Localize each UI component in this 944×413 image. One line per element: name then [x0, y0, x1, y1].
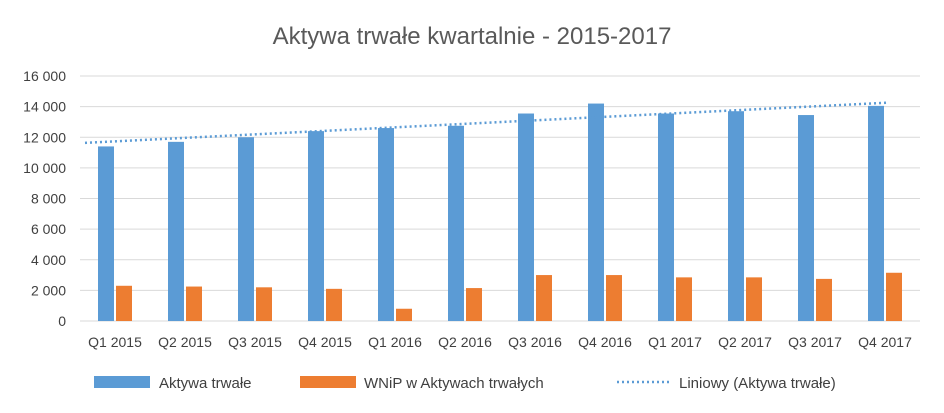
gridlines — [80, 75, 920, 322]
x-tick-label: Q4 2015 — [298, 334, 352, 350]
y-tick-label: 12 000 — [23, 129, 66, 145]
bar-aktywa-trwale — [308, 131, 324, 321]
bar-aktywa-trwale — [448, 125, 464, 321]
x-tick-label: Q3 2016 — [508, 334, 562, 350]
x-tick-label: Q4 2017 — [858, 334, 912, 350]
y-tick-label: 6 000 — [31, 221, 66, 237]
x-tick-label: Q2 2017 — [718, 334, 772, 350]
bar-wnip — [326, 288, 342, 321]
bar-aktywa-trwale — [798, 115, 814, 321]
x-tick-label: Q3 2017 — [788, 334, 842, 350]
bar-wnip — [536, 275, 552, 321]
x-tick-label: Q1 2015 — [88, 334, 142, 350]
bar-wnip — [886, 272, 902, 321]
bar-aktywa-trwale — [98, 146, 114, 321]
bar-aktywa-trwale — [868, 105, 884, 321]
x-tick-label: Q1 2016 — [368, 334, 422, 350]
bar-aktywa-trwale — [518, 113, 534, 321]
bar-wnip — [466, 288, 482, 321]
x-axis-ticks: Q1 2015 Q2 2015 Q3 2015 Q4 2015 Q1 2016 Q2 20… — [88, 334, 912, 350]
bar-aktywa-trwale — [588, 103, 604, 321]
x-tick-label: Q1 2017 — [648, 334, 702, 350]
bar-wnip — [816, 278, 832, 321]
bar-aktywa-trwale — [238, 137, 254, 321]
y-axis-ticks: 0 2 000 4 000 6 000 8 000 10 000 12 000 14 000 1… — [23, 68, 66, 329]
bar-aktywa-trwale — [728, 111, 744, 321]
x-tick-label: Q3 2015 — [228, 334, 282, 350]
legend-label-aktywa: Aktywa trwałe — [159, 375, 252, 392]
x-tick-label: Q2 2016 — [438, 334, 492, 350]
legend-label-trendline: Liniowy (Aktywa trwałe) — [679, 375, 836, 392]
y-tick-label: 4 000 — [31, 252, 66, 268]
x-tick-label: Q2 2015 — [158, 334, 212, 350]
legend: Aktywa trwałe WNiP w Aktywach trwałych L… — [94, 375, 836, 392]
bar-wnip — [116, 285, 132, 321]
trendline-path — [84, 101, 888, 145]
y-tick-label: 10 000 — [23, 160, 66, 176]
legend-swatch-aktywa — [94, 376, 150, 388]
bar-wnip — [256, 287, 272, 321]
legend-label-wnip: WNiP w Aktywach trwałych — [364, 375, 544, 392]
x-tick-label: Q4 2016 — [578, 334, 632, 350]
trendline — [84, 101, 888, 145]
y-tick-label: 0 — [58, 313, 66, 329]
chart-title: Aktywa trwałe kwartalnie - 2015-2017 — [273, 23, 672, 50]
bar-wnip — [676, 277, 692, 321]
legend-swatch-wnip — [300, 376, 356, 388]
bar-aktywa-trwale — [378, 128, 394, 321]
y-tick-label: 14 000 — [23, 99, 66, 115]
bar-aktywa-trwale — [658, 113, 674, 321]
bar-wnip — [186, 286, 202, 321]
bars — [98, 103, 902, 321]
y-tick-label: 2 000 — [31, 282, 66, 298]
bar-wnip — [746, 277, 762, 321]
bar-aktywa-trwale — [168, 141, 184, 321]
bar-wnip — [606, 275, 622, 321]
y-tick-label: 16 000 — [23, 68, 66, 84]
y-tick-label: 8 000 — [31, 191, 66, 207]
bar-wnip — [396, 308, 412, 321]
